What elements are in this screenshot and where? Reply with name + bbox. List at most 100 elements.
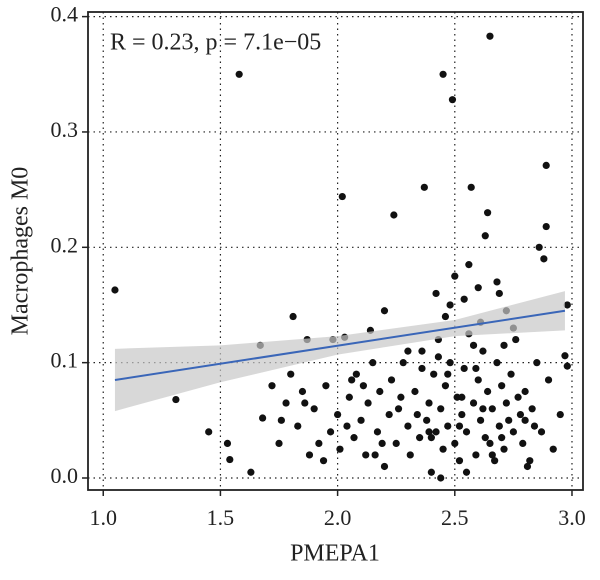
- point: [287, 370, 295, 378]
- x-tick-label: 1.5: [207, 505, 235, 530]
- point: [315, 439, 323, 447]
- point: [319, 457, 328, 465]
- point: [474, 376, 482, 384]
- point: [352, 370, 360, 378]
- point: [505, 416, 513, 424]
- point: [357, 416, 365, 424]
- point: [563, 301, 571, 309]
- point: [268, 382, 276, 390]
- point: [364, 399, 372, 407]
- point: [455, 457, 464, 465]
- point: [387, 376, 396, 384]
- point: [425, 428, 433, 436]
- point: [519, 439, 527, 447]
- point: [439, 70, 447, 78]
- point: [411, 387, 419, 396]
- point: [495, 289, 503, 298]
- point: [481, 232, 489, 240]
- point: [542, 161, 550, 170]
- point: [448, 96, 457, 104]
- point: [537, 428, 546, 436]
- point: [305, 451, 314, 459]
- point: [441, 382, 450, 390]
- point: [205, 428, 213, 436]
- point: [467, 183, 475, 191]
- point: [434, 353, 442, 361]
- point: [514, 393, 522, 401]
- point: [259, 414, 267, 422]
- point: [432, 289, 440, 298]
- point: [350, 434, 358, 442]
- point: [376, 387, 384, 396]
- point: [397, 393, 405, 401]
- point: [488, 451, 496, 459]
- point: [472, 364, 480, 373]
- point: [498, 434, 506, 442]
- point: [427, 434, 435, 442]
- point: [469, 399, 478, 407]
- point: [294, 422, 302, 430]
- point: [277, 416, 285, 424]
- point: [556, 410, 564, 419]
- point: [533, 359, 541, 367]
- y-tick-label: 0.2: [51, 232, 79, 257]
- point: [226, 455, 234, 464]
- point: [544, 376, 553, 384]
- point: [521, 387, 529, 396]
- point: [362, 451, 370, 459]
- point: [476, 416, 485, 424]
- fit-line: [114, 309, 566, 381]
- point: [521, 416, 529, 424]
- point: [420, 183, 428, 191]
- point: [469, 341, 478, 349]
- point: [495, 422, 503, 430]
- point: [247, 468, 255, 476]
- point: [493, 359, 501, 367]
- point: [336, 445, 344, 453]
- point: [310, 405, 318, 413]
- point: [430, 370, 438, 378]
- point: [549, 445, 557, 453]
- point: [474, 284, 482, 292]
- point: [451, 439, 459, 447]
- point: [378, 439, 386, 447]
- point: [413, 410, 421, 419]
- point: [455, 422, 464, 430]
- point: [462, 468, 471, 476]
- point: [498, 382, 506, 390]
- point: [479, 405, 487, 413]
- point: [404, 347, 412, 355]
- point: [418, 364, 426, 373]
- point: [275, 439, 283, 447]
- point: [399, 359, 407, 367]
- point: [380, 307, 389, 315]
- point: [526, 457, 534, 465]
- point: [437, 405, 445, 413]
- point: [486, 32, 494, 40]
- point: [326, 428, 335, 436]
- point: [373, 428, 382, 436]
- point: [223, 439, 232, 447]
- point: [484, 387, 492, 396]
- point: [502, 399, 510, 407]
- point: [111, 286, 119, 294]
- point: [392, 439, 400, 447]
- point: [465, 261, 473, 269]
- point: [235, 70, 243, 78]
- point: [512, 335, 520, 344]
- y-tick-label: 0.1: [51, 348, 79, 373]
- point: [462, 428, 471, 436]
- point: [542, 222, 550, 231]
- point: [427, 468, 435, 476]
- point: [289, 312, 297, 321]
- point: [348, 376, 356, 384]
- point: [460, 295, 468, 303]
- point: [484, 209, 492, 217]
- point: [369, 359, 377, 367]
- y-tick-label: 0.3: [51, 117, 79, 142]
- point: [423, 416, 431, 424]
- point: [507, 370, 515, 378]
- x-tick-label: 3.0: [558, 505, 586, 530]
- x-tick-label: 2.0: [324, 505, 352, 530]
- point: [172, 395, 180, 404]
